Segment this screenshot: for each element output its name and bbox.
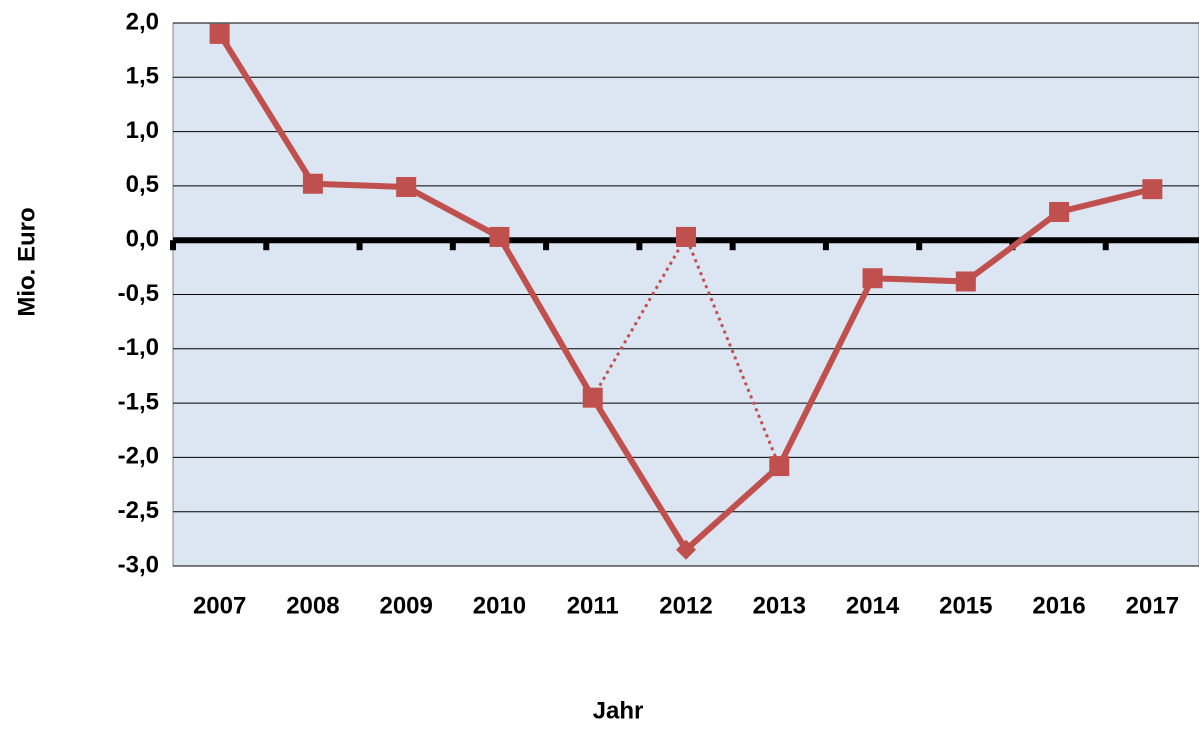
x-tick-label: 2017 (1126, 592, 1179, 619)
x-tick-label: 2014 (846, 592, 900, 619)
x-tick-label: 2013 (753, 592, 806, 619)
point-marker (1142, 179, 1163, 200)
x-tick-mark (729, 240, 736, 251)
y-tick-label: 0,5 (126, 171, 159, 198)
x-tick-mark (543, 240, 550, 251)
x-tick-label: 2011 (567, 592, 619, 619)
y-tick-label: -2,5 (118, 497, 159, 524)
x-tick-label: 2007 (193, 592, 246, 619)
x-tick-mark (356, 240, 363, 251)
y-tick-label: -1,0 (118, 334, 159, 361)
y-tick-label: -2,0 (118, 443, 159, 470)
y-tick-label: 1,0 (126, 117, 159, 144)
point-marker (955, 271, 976, 292)
y-tick-label: -0,5 (118, 280, 159, 307)
x-tick-label: 2009 (379, 592, 432, 619)
y-tick-label: 1,5 (126, 63, 159, 90)
point-marker (489, 226, 510, 247)
series-line (591, 235, 781, 467)
point-marker (676, 226, 696, 247)
y-tick-label: -1,5 (118, 388, 159, 415)
x-tick-label: 2012 (659, 592, 712, 619)
x-axis-label: Jahr (593, 697, 644, 724)
x-tick-mark (449, 240, 456, 251)
point-marker (1049, 201, 1070, 222)
x-tick-mark (916, 240, 923, 251)
point-marker (396, 176, 417, 197)
x-tick-mark (822, 240, 829, 251)
point-marker (676, 539, 696, 560)
x-tick-label: 2010 (473, 592, 526, 619)
point-marker (769, 456, 790, 477)
x-tick-mark (1102, 240, 1109, 251)
point-marker (582, 387, 603, 408)
x-tick-mark (636, 240, 643, 251)
point-marker (209, 23, 230, 44)
x-tick-label: 2008 (286, 592, 339, 619)
y-tick-label: 2,0 (126, 8, 159, 35)
x-tick-label: 2016 (1032, 592, 1085, 619)
y-tick-label: -3,0 (118, 551, 159, 578)
y-tick-label: 0,0 (126, 226, 159, 253)
x-tick-mark (263, 240, 270, 251)
y-axis-label: Mio. Euro (13, 207, 40, 316)
point-marker (302, 173, 323, 194)
x-tick-label: 2015 (939, 592, 992, 619)
point-marker (862, 268, 883, 289)
x-tick-mark (170, 240, 176, 251)
